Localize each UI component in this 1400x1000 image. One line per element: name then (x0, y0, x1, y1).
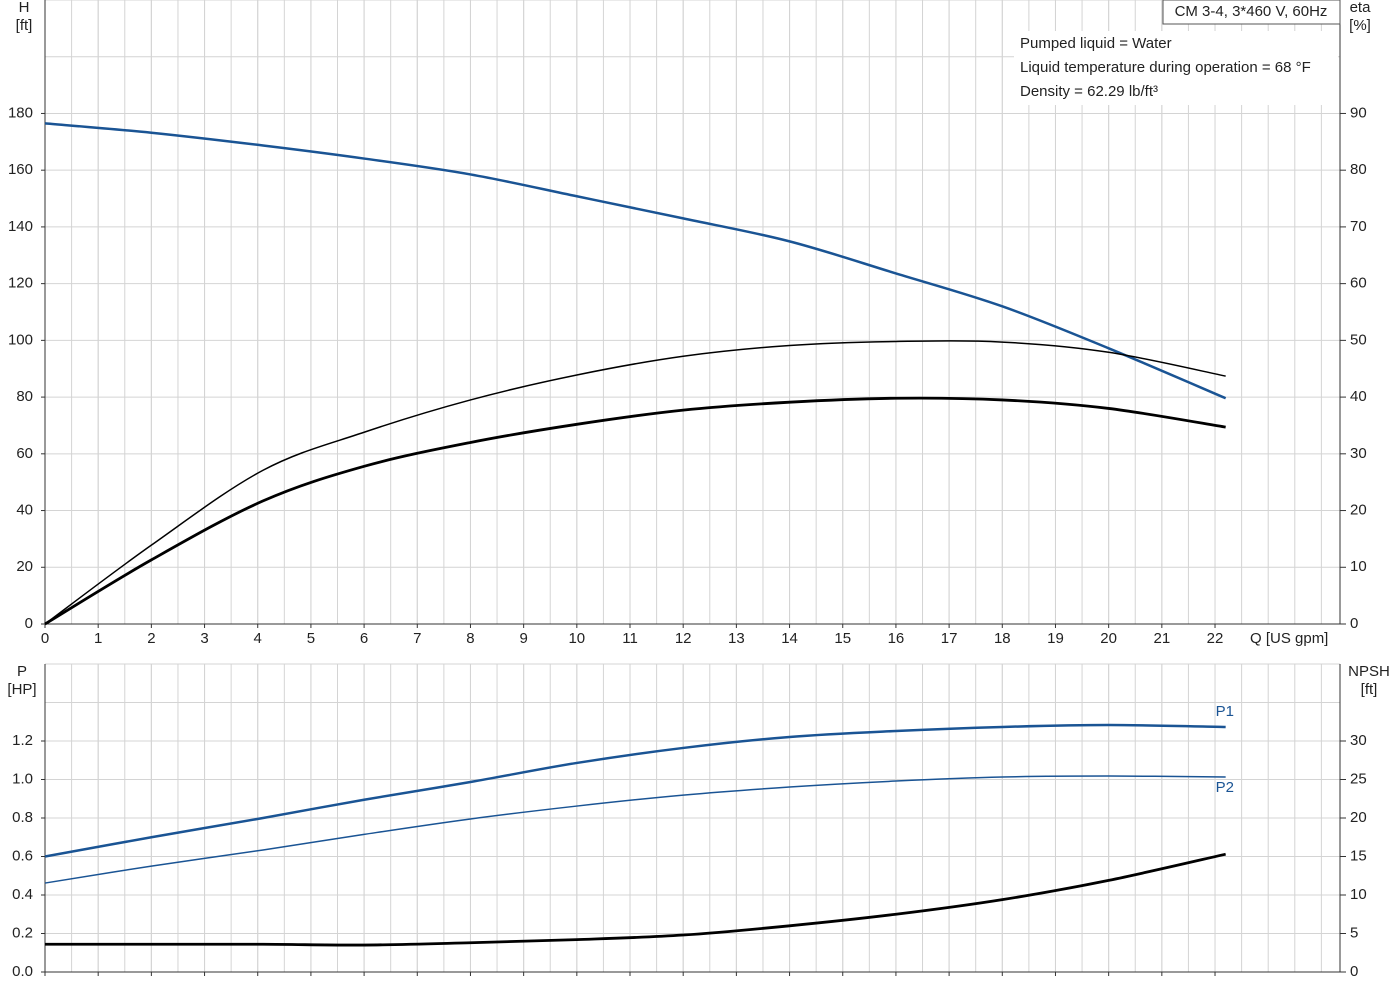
x-tick-label: 18 (994, 630, 1011, 647)
x-axis-label: Q [US gpm] (1250, 630, 1328, 647)
series-label: P1 (1216, 703, 1234, 720)
series-label: P2 (1216, 779, 1234, 796)
x-tick-label: 4 (254, 630, 262, 647)
y2-tick-label: 70 (1350, 218, 1367, 235)
curve (44, 340, 1226, 625)
axis-label: NPSH (1348, 663, 1390, 680)
axis-label: eta (1350, 0, 1372, 16)
y2-tick-label: 30 (1350, 732, 1367, 749)
y-tick-label: 60 (16, 445, 33, 462)
x-tick-label: 8 (466, 630, 474, 647)
note: Liquid temperature during operation = 68… (1020, 59, 1311, 76)
y-tick-label: 120 (8, 275, 33, 292)
y-tick-label: 0.6 (12, 847, 33, 864)
curve (44, 723, 1226, 858)
y2-tick-label: 20 (1350, 502, 1367, 519)
axis-unit: [ft] (16, 17, 33, 34)
y-tick-label: 140 (8, 218, 33, 235)
y2-tick-label: 15 (1350, 847, 1367, 864)
y2-tick-label: 25 (1350, 770, 1367, 787)
x-tick-label: 21 (1153, 630, 1170, 647)
x-tick-label: 3 (200, 630, 208, 647)
y2-tick-label: 30 (1350, 445, 1367, 462)
x-tick-label: 13 (728, 630, 745, 647)
y2-tick-label: 50 (1350, 331, 1367, 348)
product-label: CM 3-4, 3*460 V, 60Hz (1175, 3, 1328, 20)
grid-layer (41, 0, 1346, 976)
axis-unit: [ft] (1361, 681, 1378, 698)
y2-tick-label: 80 (1350, 161, 1367, 178)
x-tick-label: 19 (1047, 630, 1064, 647)
y2-tick-label: 20 (1350, 809, 1367, 826)
y2-tick-label: 5 (1350, 924, 1358, 941)
axis-label: H (19, 0, 30, 16)
y2-tick-label: 0 (1350, 615, 1358, 632)
x-tick-label: 14 (781, 630, 798, 647)
product-box (1162, 0, 1341, 25)
x-tick-label: 15 (834, 630, 851, 647)
y-tick-label: 40 (16, 502, 33, 519)
y-tick-label: 1.0 (12, 770, 33, 787)
y2-tick-label: 10 (1350, 886, 1367, 903)
x-tick-label: 16 (888, 630, 905, 647)
curve (44, 396, 1226, 626)
y-tick-label: 0.8 (12, 809, 33, 826)
axis-unit: [HP] (7, 681, 36, 698)
y2-tick-label: 90 (1350, 104, 1367, 121)
note: Density = 62.29 lb/ft³ (1020, 83, 1158, 100)
x-tick-label: 7 (413, 630, 421, 647)
axis-label: P (17, 663, 27, 680)
x-tick-label: 22 (1207, 630, 1224, 647)
y-tick-label: 0 (25, 615, 33, 632)
y-tick-label: 0.2 (12, 924, 33, 941)
note: Pumped liquid = Water (1020, 35, 1172, 52)
y2-tick-label: 40 (1350, 388, 1367, 405)
y-tick-label: 180 (8, 104, 33, 121)
y2-tick-label: 0 (1350, 963, 1358, 980)
curve (44, 122, 1227, 400)
y2-tick-label: 60 (1350, 275, 1367, 292)
y-tick-label: 160 (8, 161, 33, 178)
y-tick-label: 1.2 (12, 732, 33, 749)
x-tick-label: 6 (360, 630, 368, 647)
x-tick-label: 17 (941, 630, 958, 647)
y2-tick-label: 10 (1350, 558, 1367, 575)
curve (44, 852, 1226, 947)
x-tick-label: 9 (519, 630, 527, 647)
axis-unit: [%] (1349, 17, 1371, 34)
y-tick-label: 100 (8, 331, 33, 348)
x-tick-label: 10 (568, 630, 585, 647)
y-tick-label: 0.0 (12, 963, 33, 980)
labels-layer: H [ft] eta [%] Q [US gpm] CM 3-4, 3*460 … (7, 0, 1390, 980)
x-tick-label: 5 (307, 630, 315, 647)
notes-background (1014, 31, 1338, 105)
y-tick-label: 80 (16, 388, 33, 405)
x-tick-label: 1 (94, 630, 102, 647)
x-tick-label: 11 (622, 630, 638, 647)
x-tick-label: 20 (1100, 630, 1117, 647)
x-tick-label: 2 (147, 630, 155, 647)
x-tick-label: 0 (41, 630, 49, 647)
curve (44, 775, 1226, 884)
y-tick-label: 0.4 (12, 886, 33, 903)
marks-layer (44, 122, 1227, 947)
x-tick-label: 12 (675, 630, 692, 647)
y-tick-label: 20 (16, 558, 33, 575)
